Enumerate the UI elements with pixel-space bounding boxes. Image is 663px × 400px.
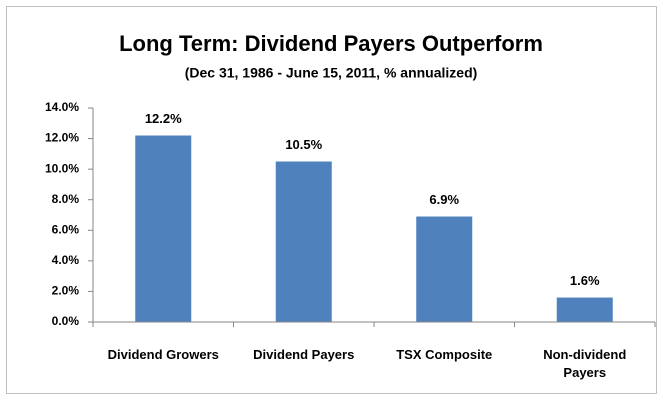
data-label: 1.6% <box>570 273 600 288</box>
x-tick-label: Dividend Payers <box>253 347 355 362</box>
y-tick-label: 12.0% <box>45 131 79 145</box>
y-tick-label: 10.0% <box>45 161 79 175</box>
chart-title: Long Term: Dividend Payers Outperform <box>119 31 543 56</box>
data-label: 12.2% <box>145 111 182 126</box>
bar <box>135 135 192 322</box>
y-tick-label: 14.0% <box>45 100 79 114</box>
bar <box>275 161 332 322</box>
x-tick-label: Dividend Growers <box>107 347 219 362</box>
bar <box>556 297 613 322</box>
y-tick-label: 4.0% <box>52 253 80 267</box>
y-tick-label: 2.0% <box>52 284 80 298</box>
data-label: 10.5% <box>285 137 322 152</box>
x-tick-label: TSX Composite <box>396 347 493 362</box>
y-tick-label: 8.0% <box>52 192 80 206</box>
bar <box>416 216 473 322</box>
data-label: 6.9% <box>429 192 459 207</box>
y-tick-label: 6.0% <box>52 222 80 236</box>
chart-subtitle: (Dec 31, 1986 - June 15, 2011, % annuali… <box>185 65 478 81</box>
y-tick-label: 0.0% <box>52 314 80 328</box>
x-tick-label: Non-dividend Payers <box>543 347 627 380</box>
